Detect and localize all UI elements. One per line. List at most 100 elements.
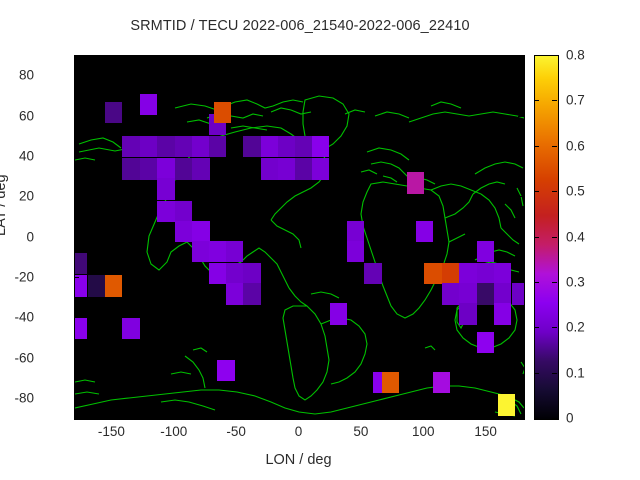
heatmap-cell bbox=[346, 240, 365, 263]
colorbar-tick-label: 0.6 bbox=[566, 138, 585, 154]
colorbar-tick-mark bbox=[552, 327, 557, 329]
heatmap-cell bbox=[226, 283, 244, 305]
heatmap-cell bbox=[213, 101, 231, 124]
x-axis-label: LON / deg bbox=[265, 452, 332, 468]
y-axis-tick-mark bbox=[518, 357, 523, 359]
heatmap-cells bbox=[75, 56, 524, 419]
colorbar-tick-label: 0.1 bbox=[566, 365, 585, 381]
colorbar-tick-mark bbox=[534, 145, 539, 147]
colorbar-tick-mark bbox=[534, 100, 539, 102]
x-axis-tick-label: 0 bbox=[294, 424, 303, 439]
heatmap-cell bbox=[415, 220, 433, 243]
heatmap-cell bbox=[476, 331, 494, 354]
heatmap-cell bbox=[424, 263, 442, 285]
heatmap-cell bbox=[192, 136, 210, 158]
heatmap-cell bbox=[192, 158, 210, 180]
y-axis-tick-mark bbox=[518, 75, 523, 77]
x-axis-tick-mark bbox=[423, 413, 425, 418]
heatmap-cell bbox=[217, 359, 235, 382]
x-axis-tick-label: -150 bbox=[97, 424, 125, 439]
colorbar-tick-mark bbox=[552, 100, 557, 102]
y-axis-tick-mark bbox=[74, 155, 79, 157]
y-axis-tick-label: -20 bbox=[14, 269, 34, 285]
heatmap-cell bbox=[346, 220, 365, 243]
heatmap-cell bbox=[105, 275, 123, 297]
heatmap-cell bbox=[192, 240, 210, 263]
heatmap-cell bbox=[278, 158, 296, 180]
heatmap-cell bbox=[174, 136, 193, 158]
heatmap-cell bbox=[139, 93, 158, 116]
y-axis-tick-mark bbox=[74, 75, 79, 77]
x-axis-tick-mark bbox=[485, 55, 487, 60]
colorbar-tick-mark bbox=[534, 327, 539, 329]
colorbar-tick-label: 0 bbox=[566, 410, 574, 426]
heatmap-cell bbox=[278, 136, 296, 158]
x-axis-tick-label: 150 bbox=[474, 424, 497, 439]
heatmap-cell bbox=[122, 317, 140, 339]
y-axis-tick-label: 40 bbox=[18, 148, 34, 164]
heatmap-cell bbox=[226, 240, 244, 263]
y-axis-tick-mark bbox=[518, 317, 523, 319]
y-axis-tick-label: -80 bbox=[14, 390, 34, 406]
x-axis-tick-label: -100 bbox=[160, 424, 188, 439]
x-axis-tick-mark bbox=[485, 413, 487, 418]
y-axis-tick-label: -40 bbox=[14, 309, 34, 325]
heatmap-cell bbox=[260, 158, 279, 180]
colorbar-tick-mark bbox=[552, 372, 557, 374]
heatmap-cell bbox=[364, 263, 382, 285]
y-axis-tick-mark bbox=[74, 196, 79, 198]
heatmap-cell bbox=[122, 136, 140, 158]
colorbar-tick-label: 0.8 bbox=[566, 47, 585, 63]
colorbar-tick-label: 0.5 bbox=[566, 183, 585, 199]
colorbar-tick-mark bbox=[534, 418, 539, 419]
x-axis-tick-mark bbox=[111, 413, 113, 418]
heatmap-cell bbox=[433, 372, 451, 394]
y-axis-tick-mark bbox=[518, 276, 523, 278]
y-axis-tick-mark bbox=[74, 236, 79, 238]
heatmap-cell bbox=[312, 158, 330, 180]
heatmap-cell bbox=[381, 372, 400, 394]
chart-title: SRMTID / TECU 2022-006_21540-2022-006_22… bbox=[130, 18, 470, 34]
colorbar-tick-mark bbox=[534, 281, 539, 283]
y-axis-tick-label: 60 bbox=[18, 108, 34, 123]
colorbar-tick-mark bbox=[534, 372, 539, 374]
x-axis-tick-mark bbox=[360, 55, 362, 60]
x-axis-tick-mark bbox=[360, 413, 362, 418]
heatmap-cell bbox=[157, 158, 175, 180]
x-axis-tick-mark bbox=[298, 55, 300, 60]
heatmap-cell bbox=[294, 136, 312, 158]
heatmap-cell bbox=[226, 263, 244, 285]
colorbar-tick-label: 0.4 bbox=[566, 229, 585, 244]
y-axis-tick-mark bbox=[518, 196, 523, 198]
heatmap-cell bbox=[75, 253, 88, 275]
heatmap-cell bbox=[75, 317, 88, 339]
y-axis-tick-mark bbox=[74, 317, 79, 319]
heatmap-cell bbox=[122, 158, 140, 180]
heatmap-cell bbox=[208, 240, 226, 263]
heatmap-cell bbox=[459, 263, 477, 285]
heatmap-cell bbox=[208, 263, 226, 285]
heatmap-cell bbox=[243, 136, 261, 158]
heatmap-cell bbox=[157, 200, 175, 222]
y-axis-tick-mark bbox=[518, 397, 523, 399]
heatmap-cell bbox=[441, 263, 460, 285]
heatmap-cell bbox=[174, 220, 193, 243]
colorbar-tick-label: 0.2 bbox=[566, 319, 585, 335]
colorbar-tick-mark bbox=[552, 281, 557, 283]
heatmap-cell bbox=[192, 220, 210, 243]
heatmap-cell bbox=[294, 158, 312, 180]
colorbar-tick-label: 0.3 bbox=[566, 274, 585, 290]
y-axis-tick-mark bbox=[74, 276, 79, 278]
heatmap-cell bbox=[459, 303, 477, 325]
y-axis-tick-mark bbox=[74, 397, 79, 399]
colorbar bbox=[534, 55, 559, 420]
heatmap-cell bbox=[260, 136, 279, 158]
colorbar-gradient bbox=[535, 56, 558, 419]
heatmap-cell bbox=[476, 283, 494, 305]
colorbar-tick-mark bbox=[552, 418, 557, 419]
coastline-overlay bbox=[75, 95, 524, 417]
x-axis-tick-mark bbox=[111, 55, 113, 60]
heatmap-cell bbox=[329, 303, 347, 325]
heatmap-cell bbox=[139, 136, 158, 158]
